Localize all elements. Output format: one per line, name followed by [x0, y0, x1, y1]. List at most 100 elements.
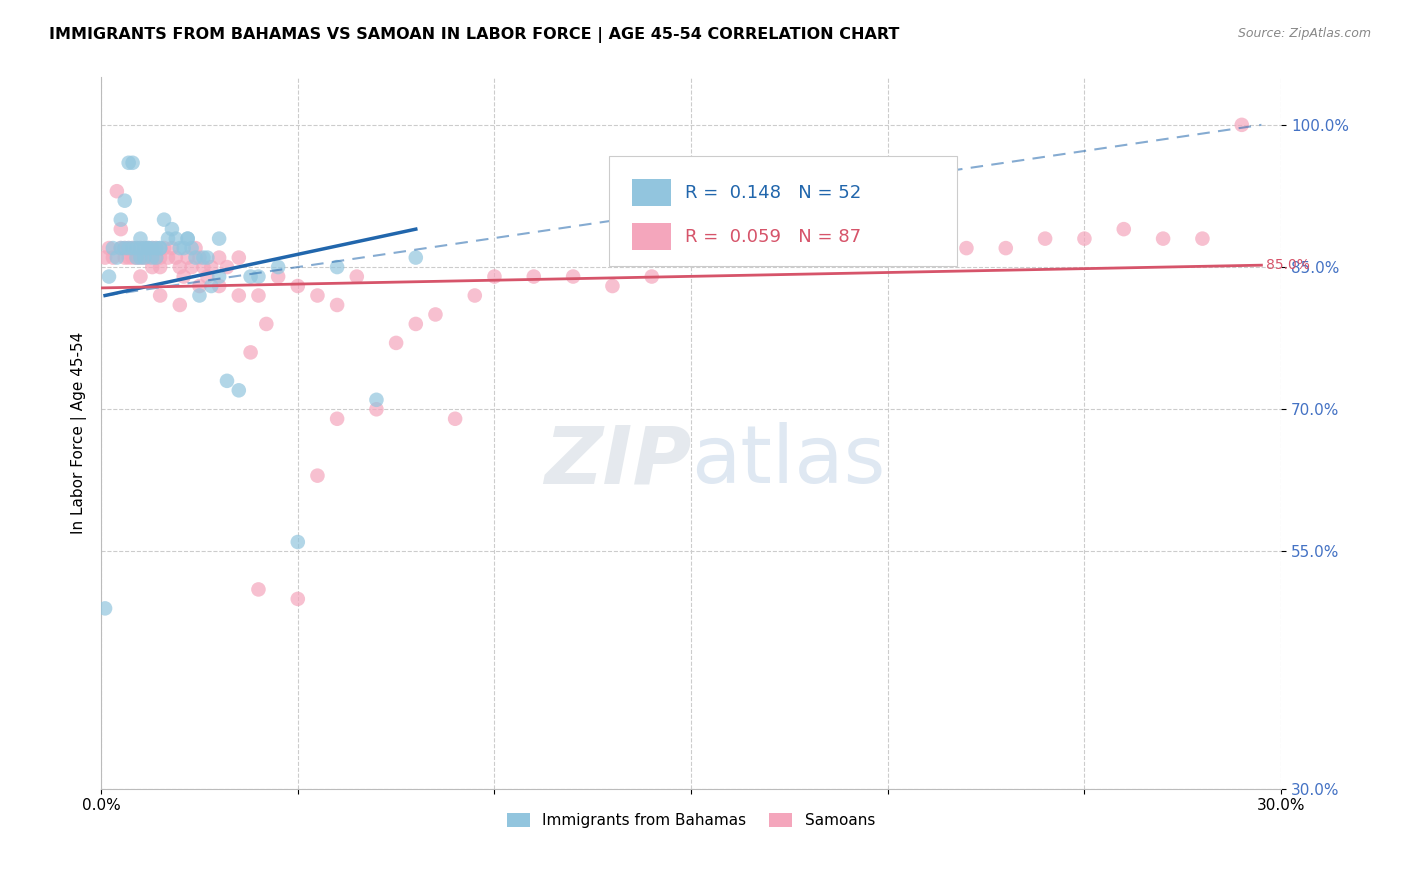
Point: [184, 241, 207, 255]
Y-axis label: In Labor Force | Age 45-54: In Labor Force | Age 45-54: [72, 332, 87, 534]
Point: [955, 241, 977, 255]
Point: [118, 155, 141, 169]
Point: [153, 241, 176, 255]
Point: [129, 232, 152, 246]
Point: [121, 155, 143, 169]
Point: [193, 260, 215, 274]
Point: [101, 251, 124, 265]
Point: [681, 251, 703, 265]
Bar: [633, 223, 671, 251]
Point: [165, 232, 187, 246]
Point: [136, 241, 159, 255]
Point: [105, 184, 128, 198]
Point: [165, 251, 187, 265]
Point: [149, 260, 172, 274]
Point: [110, 222, 132, 236]
Point: [188, 251, 211, 265]
Point: [114, 194, 136, 208]
Point: [114, 251, 136, 265]
Point: [169, 298, 191, 312]
Point: [129, 251, 152, 265]
Point: [366, 402, 388, 417]
Point: [145, 251, 167, 265]
Point: [134, 241, 156, 255]
Point: [778, 251, 800, 265]
Point: [758, 241, 780, 255]
Point: [915, 232, 938, 246]
Point: [193, 251, 215, 265]
Point: [405, 317, 427, 331]
Point: [188, 288, 211, 302]
Point: [105, 251, 128, 265]
Point: [160, 222, 183, 236]
Point: [837, 241, 859, 255]
Point: [200, 279, 222, 293]
Point: [125, 241, 148, 255]
Point: [484, 269, 506, 284]
Point: [326, 298, 349, 312]
Point: [110, 241, 132, 255]
Point: [129, 251, 152, 265]
Point: [118, 251, 141, 265]
Point: [180, 260, 202, 274]
Point: [149, 241, 172, 255]
Point: [267, 269, 290, 284]
Text: Source: ZipAtlas.com: Source: ZipAtlas.com: [1237, 27, 1371, 40]
Point: [195, 269, 218, 284]
Text: atlas: atlas: [692, 423, 886, 500]
Point: [176, 251, 198, 265]
Point: [145, 241, 167, 255]
Point: [405, 251, 427, 265]
Point: [287, 535, 309, 549]
Point: [1112, 222, 1135, 236]
Point: [1191, 232, 1213, 246]
Point: [425, 308, 447, 322]
Point: [145, 241, 167, 255]
Point: [326, 260, 349, 274]
Point: [110, 241, 132, 255]
Point: [136, 241, 159, 255]
Point: [444, 411, 467, 425]
Point: [118, 241, 141, 255]
Point: [208, 251, 231, 265]
Text: R =  0.059   N = 87: R = 0.059 N = 87: [685, 228, 862, 246]
Bar: [633, 179, 671, 206]
Point: [125, 251, 148, 265]
Point: [797, 241, 820, 255]
Point: [114, 241, 136, 255]
Text: ZIP: ZIP: [544, 423, 692, 500]
Point: [523, 269, 546, 284]
Point: [287, 279, 309, 293]
Point: [1073, 232, 1095, 246]
Point: [366, 392, 388, 407]
Point: [239, 269, 262, 284]
Point: [200, 260, 222, 274]
Point: [141, 241, 163, 255]
Point: [385, 335, 408, 350]
Point: [562, 269, 585, 284]
Point: [169, 260, 191, 274]
Text: IMMIGRANTS FROM BAHAMAS VS SAMOAN IN LABOR FORCE | AGE 45-54 CORRELATION CHART: IMMIGRANTS FROM BAHAMAS VS SAMOAN IN LAB…: [49, 27, 900, 43]
Point: [156, 232, 179, 246]
Point: [134, 251, 156, 265]
Text: R =  0.148   N = 52: R = 0.148 N = 52: [685, 184, 862, 202]
Point: [267, 260, 290, 274]
Point: [1230, 118, 1253, 132]
Point: [98, 269, 121, 284]
Point: [145, 251, 167, 265]
Point: [176, 232, 198, 246]
Point: [134, 251, 156, 265]
Point: [346, 269, 368, 284]
Point: [125, 251, 148, 265]
FancyBboxPatch shape: [609, 156, 956, 266]
Point: [129, 241, 152, 255]
Point: [228, 288, 250, 302]
Point: [307, 468, 329, 483]
Point: [141, 251, 163, 265]
Point: [141, 260, 163, 274]
Point: [149, 251, 172, 265]
Point: [188, 279, 211, 293]
Point: [876, 241, 898, 255]
Point: [129, 241, 152, 255]
Point: [176, 232, 198, 246]
